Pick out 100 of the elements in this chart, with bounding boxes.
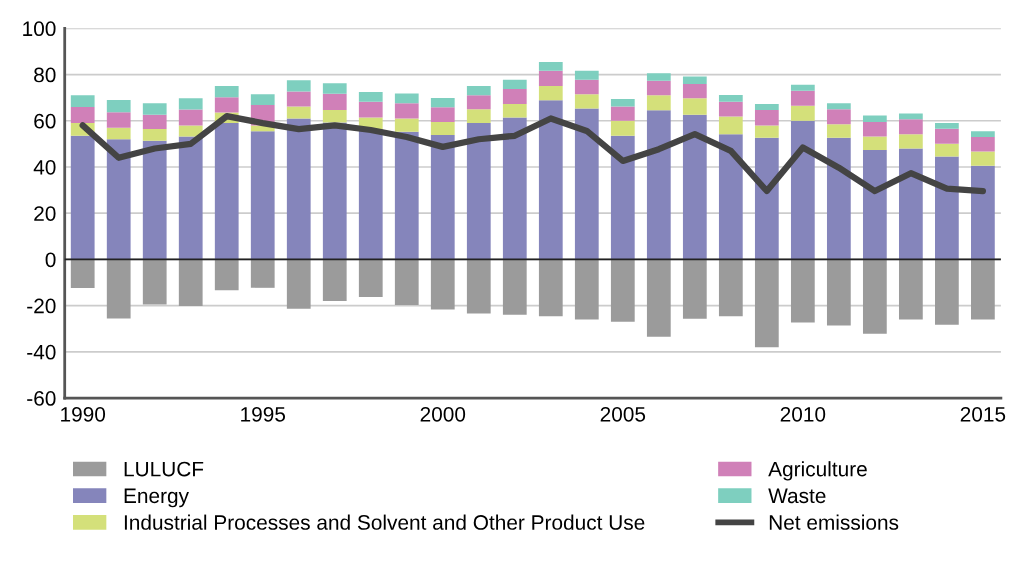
x-tick-label: 2015 (960, 406, 1006, 422)
bar (574, 70, 599, 80)
bar (286, 118, 311, 260)
bar (358, 259, 383, 298)
bar (502, 89, 527, 104)
bar (538, 100, 563, 260)
bar (250, 131, 275, 260)
bar (250, 94, 275, 106)
bar (898, 148, 923, 260)
bar (682, 76, 707, 85)
bar (971, 165, 995, 260)
bar (971, 151, 995, 166)
bar (214, 97, 239, 113)
bar (862, 121, 887, 137)
y-tick-label: 40 (33, 159, 56, 175)
bar (610, 106, 635, 121)
bar (826, 137, 851, 260)
bar (394, 131, 419, 260)
x-tick-label: 1995 (241, 406, 286, 422)
y-tick-label: 80 (34, 67, 56, 83)
bar (430, 97, 455, 108)
x-tick-label: 2010 (780, 406, 826, 422)
bar (610, 120, 635, 136)
bar (214, 123, 239, 260)
bar (142, 114, 167, 130)
bar (358, 91, 383, 102)
bar (106, 112, 131, 128)
bar (646, 80, 671, 96)
legend-label: LULUCF (124, 461, 204, 477)
bar (322, 83, 347, 94)
bar (718, 116, 743, 135)
bar (394, 259, 419, 305)
bar (502, 79, 527, 90)
bar (358, 129, 383, 260)
bar (754, 109, 779, 126)
bar (214, 86, 239, 98)
bar (286, 259, 311, 309)
bar (430, 135, 455, 260)
bar (322, 259, 347, 301)
bar (718, 101, 743, 117)
bar (538, 70, 563, 86)
bar (646, 259, 671, 337)
bar (430, 121, 455, 136)
bar (538, 259, 563, 317)
bar (322, 93, 347, 110)
bar (394, 103, 419, 119)
bar (466, 123, 491, 260)
y-tick-label: 60 (34, 113, 56, 129)
bar (394, 93, 419, 104)
bar (826, 103, 851, 110)
bar (935, 259, 959, 325)
legend-label: Net emissions (769, 514, 899, 530)
bar (971, 136, 995, 152)
bar (70, 95, 95, 107)
bar (682, 84, 707, 99)
bar (754, 125, 779, 138)
bar (178, 136, 203, 260)
bar (610, 99, 635, 107)
x-tick-label: 2000 (420, 406, 466, 422)
bar (790, 105, 815, 121)
bar (322, 122, 347, 260)
bar (935, 156, 959, 260)
y-tick-label: 100 (23, 21, 56, 37)
bar (754, 103, 779, 110)
bar (935, 128, 959, 144)
bar (718, 95, 743, 102)
y-tick-label: 0 (45, 252, 56, 268)
bar (682, 114, 707, 260)
bar (70, 135, 95, 260)
bar (214, 259, 239, 291)
bar (178, 98, 203, 110)
bar (502, 259, 527, 315)
bar (142, 103, 167, 115)
bar (538, 62, 563, 71)
bar (862, 259, 887, 334)
bar (430, 259, 455, 310)
bar (466, 86, 491, 96)
bar (790, 84, 815, 91)
legend-label: Agriculture (768, 461, 867, 481)
legend-label: Energy (124, 488, 189, 508)
bar (502, 103, 527, 118)
bar (250, 259, 275, 288)
bar (862, 149, 887, 260)
bar (790, 90, 815, 106)
bar (971, 259, 995, 320)
bar (826, 124, 851, 138)
bar (682, 259, 707, 319)
bar (646, 110, 671, 260)
bar (718, 134, 743, 260)
bar (178, 259, 203, 307)
bar (538, 85, 563, 101)
bar (610, 259, 635, 322)
bar (106, 99, 131, 113)
bar (862, 136, 887, 150)
bar (898, 134, 923, 149)
bar (754, 259, 779, 348)
bar (574, 94, 599, 109)
y-tick-label: -20 (27, 298, 56, 314)
bar (862, 115, 887, 122)
bar (574, 108, 599, 260)
